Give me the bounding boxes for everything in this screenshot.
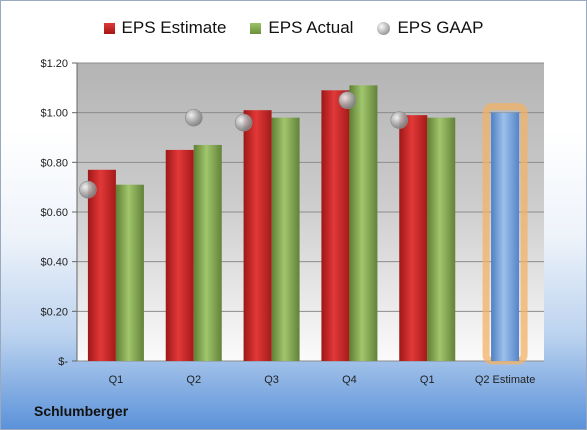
eps-actual-bar	[193, 144, 222, 361]
legend-label: EPS Actual	[268, 18, 354, 37]
x-tick-label: Q1	[420, 374, 435, 386]
eps-gaap-point	[338, 91, 357, 110]
eps-gaap-point	[184, 108, 203, 127]
x-tick-label: Q4	[342, 374, 357, 386]
y-tick-label: $0.80	[40, 157, 68, 169]
eps-actual-bar	[115, 184, 144, 361]
eps-estimate-bar	[321, 90, 350, 362]
x-tick-label: Q2	[186, 374, 201, 386]
bars	[87, 85, 528, 365]
q2-estimate-bar	[491, 112, 520, 362]
x-tick-label: Q3	[264, 374, 279, 386]
legend-item-eps-actual: EPS Actual	[250, 18, 353, 38]
eps-gaap-point	[390, 111, 409, 129]
gaap-points	[79, 91, 409, 199]
legend: EPS Estimate EPS Actual EPS GAAP	[1, 18, 586, 38]
y-tick-label: $1.20	[40, 58, 68, 70]
eps-estimate-bar	[165, 149, 194, 361]
y-tick-label: $-	[58, 356, 68, 368]
eps-actual-bar	[349, 85, 378, 361]
legend-swatch-circle	[377, 21, 391, 35]
legend-item-eps-estimate: EPS Estimate	[103, 18, 227, 38]
legend-label: EPS GAAP	[397, 18, 484, 37]
legend-swatch-green	[250, 22, 262, 34]
eps-actual-bar	[271, 117, 300, 361]
y-tick-label: $0.60	[40, 207, 68, 219]
company-name: Schlumberger	[34, 403, 129, 419]
y-tick-labels: $- $0.20 $0.40 $0.60 $0.80 $1.00 $1.20	[40, 58, 68, 368]
x-tick-labels: Q1 Q2 Q3 Q4 Q1 Q2 Estimate	[109, 374, 536, 386]
y-tick-label: $0.40	[40, 257, 68, 269]
eps-estimate-bar	[243, 110, 272, 361]
eps-actual-bar	[427, 117, 456, 361]
x-tick-label: Q2 Estimate	[475, 374, 536, 386]
eps-estimate-bar	[399, 115, 428, 362]
legend-swatch-red	[103, 22, 115, 34]
eps-estimate-bar	[87, 169, 116, 361]
y-tick-label: $1.00	[40, 108, 68, 120]
y-tick-label: $0.20	[40, 306, 68, 318]
legend-label: EPS Estimate	[121, 18, 227, 37]
eps-gaap-point	[79, 180, 97, 199]
x-tick-label: Q1	[109, 374, 124, 386]
legend-item-eps-gaap: EPS GAAP	[377, 18, 483, 38]
gridlines	[72, 62, 544, 362]
eps-gaap-point	[234, 113, 253, 132]
